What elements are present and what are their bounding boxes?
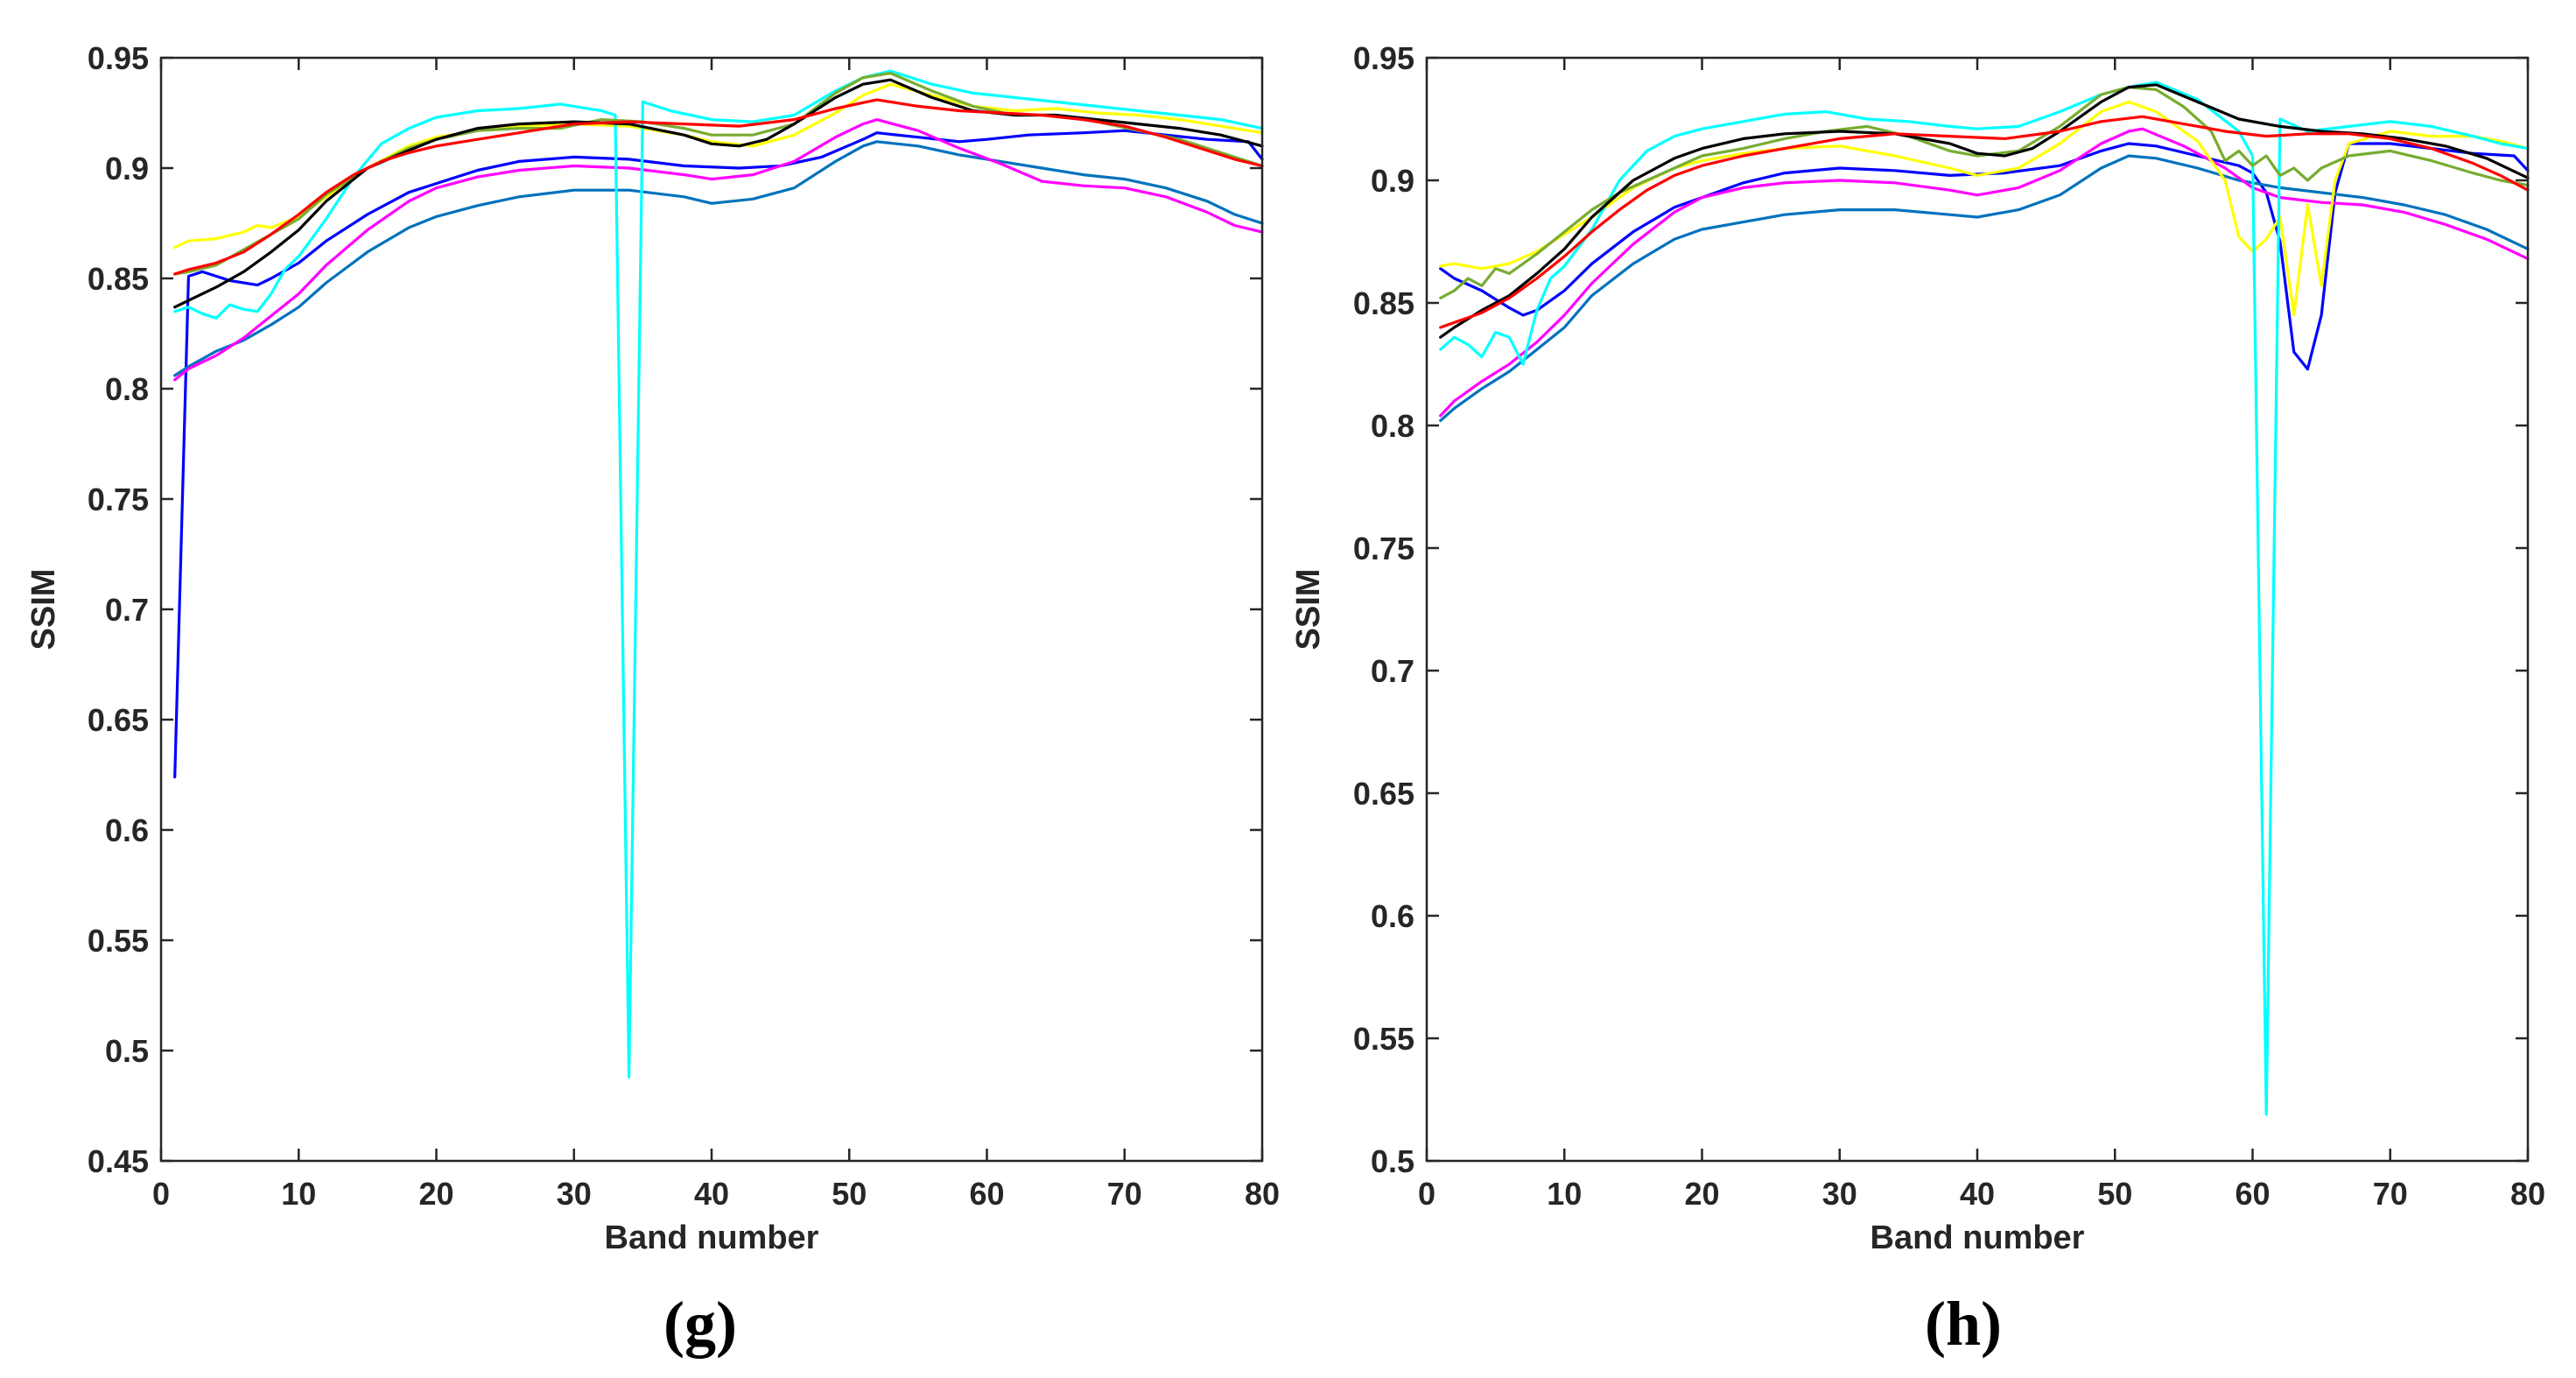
- series-line-6: [173, 71, 1264, 276]
- y-tick-label: 0.65: [88, 702, 149, 738]
- x-tick-label: 60: [2235, 1176, 2270, 1212]
- y-tick-label: 0.65: [1353, 776, 1414, 812]
- y-tick-label: 0.75: [1353, 531, 1414, 566]
- series-line-8: [173, 98, 1264, 276]
- series-line-2: [173, 140, 1264, 377]
- x-axis-label: Band number: [605, 1220, 819, 1256]
- panel-caption: (g): [663, 1289, 737, 1359]
- series-line-2: [1439, 154, 2530, 422]
- series-line-7: [173, 78, 1264, 309]
- x-tick-label: 60: [969, 1176, 1004, 1212]
- y-tick-label: 0.9: [1371, 163, 1414, 199]
- panel-caption: (h): [1925, 1289, 2002, 1359]
- x-tick-label: 40: [1960, 1176, 1995, 1212]
- y-tick-label: 0.5: [105, 1033, 149, 1069]
- y-tick-label: 0.7: [1371, 653, 1414, 689]
- y-tick-label: 0.75: [88, 482, 149, 517]
- x-tick-label: 0: [1418, 1176, 1435, 1212]
- y-axis-label: SSIM: [25, 569, 62, 650]
- y-tick-label: 0.6: [105, 812, 149, 848]
- plot-frame: [1425, 56, 2530, 1163]
- series-line-1: [1439, 142, 2530, 371]
- series-lines: [1439, 81, 2530, 1116]
- y-tick-label: 0.95: [88, 40, 149, 76]
- series-line-1: [173, 129, 1264, 779]
- series-line-5: [1439, 81, 2530, 1116]
- y-tick-label: 0.55: [1353, 1021, 1414, 1057]
- x-tick-label: 40: [694, 1176, 729, 1212]
- x-tick-label: 10: [1547, 1176, 1582, 1212]
- series-line-3: [1439, 127, 2530, 418]
- series-line-3: [173, 118, 1264, 382]
- x-tick-label: 50: [2097, 1176, 2132, 1212]
- series-line-4: [173, 82, 1264, 250]
- y-tick-label: 0.6: [1371, 898, 1414, 934]
- plot-frame: [159, 56, 1264, 1163]
- series-line-7: [1439, 83, 2530, 339]
- y-tick-label: 0.95: [1353, 40, 1414, 76]
- x-tick-label: 30: [557, 1176, 592, 1212]
- y-axis-label: SSIM: [1290, 569, 1327, 650]
- x-tick-label: 20: [418, 1176, 453, 1212]
- y-tick-label: 0.45: [88, 1143, 149, 1179]
- x-tick-label: 20: [1684, 1176, 1719, 1212]
- x-tick-label: 50: [832, 1176, 867, 1212]
- x-tick-label: 0: [152, 1176, 170, 1212]
- x-tick-label: 80: [2510, 1176, 2545, 1212]
- x-tick-label: 30: [1822, 1176, 1857, 1212]
- x-tick-label: 80: [1245, 1176, 1280, 1212]
- y-tick-label: 0.8: [1371, 408, 1414, 444]
- x-tick-label: 70: [1107, 1176, 1142, 1212]
- y-tick-label: 0.7: [105, 592, 149, 628]
- y-tick-label: 0.5: [1371, 1143, 1414, 1179]
- y-tick-label: 0.9: [105, 151, 149, 186]
- x-tick-label: 70: [2373, 1176, 2408, 1212]
- chart-panel-h: 0 10 20 30 40 50 60 70 80 0.5 0.55 0.6 0.65 0.7 0.75 0.…: [1290, 40, 2545, 1359]
- series-line-5: [173, 69, 1264, 1079]
- x-tick-label: 10: [281, 1176, 316, 1212]
- x-axis-label: Band number: [1871, 1220, 2085, 1256]
- series-line-8: [1439, 115, 2530, 329]
- y-tick-label: 0.85: [1353, 285, 1414, 321]
- y-tick-label: 0.8: [105, 371, 149, 407]
- y-tick-label: 0.85: [88, 261, 149, 297]
- chart-panel-g: 0 10 20 30 40 50 60 70 80 0.45 0.5 0.55 0.6 0.65 0.7 0.…: [25, 40, 1280, 1359]
- y-tick-label: 0.55: [88, 923, 149, 959]
- series-lines: [173, 69, 1264, 1079]
